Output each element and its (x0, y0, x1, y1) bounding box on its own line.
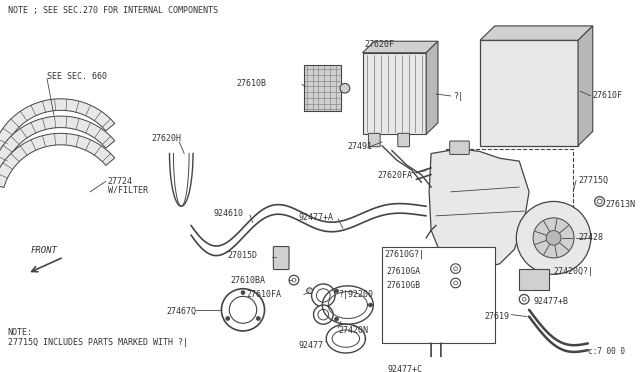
Circle shape (454, 281, 458, 285)
Circle shape (451, 278, 461, 288)
Circle shape (533, 218, 574, 258)
Text: 27620FA: 27620FA (377, 171, 412, 180)
Circle shape (256, 317, 260, 320)
Text: 27610F: 27610F (593, 91, 623, 100)
Text: 27610B: 27610B (237, 78, 266, 88)
Circle shape (369, 303, 372, 307)
Text: ?|92200: ?|92200 (338, 290, 373, 299)
Circle shape (451, 264, 461, 273)
Text: 27491: 27491 (348, 142, 373, 151)
FancyBboxPatch shape (273, 247, 289, 270)
Circle shape (335, 289, 339, 293)
Text: 27610FA: 27610FA (247, 290, 282, 299)
Text: 27420Q?|: 27420Q?| (554, 267, 593, 276)
Circle shape (522, 297, 526, 301)
Circle shape (307, 288, 312, 294)
Circle shape (595, 197, 605, 206)
Circle shape (316, 289, 330, 302)
Text: 27620F: 27620F (364, 40, 394, 49)
Text: 27428: 27428 (578, 233, 603, 242)
Text: 924610: 924610 (214, 209, 244, 218)
Circle shape (289, 275, 299, 285)
Polygon shape (426, 41, 438, 134)
Text: 27610BA: 27610BA (230, 276, 265, 285)
Circle shape (516, 202, 591, 274)
Circle shape (597, 199, 602, 204)
Text: 27610GB: 27610GB (386, 281, 420, 290)
Text: 27610G?|: 27610G?| (384, 250, 424, 259)
Text: 27015D: 27015D (227, 251, 257, 260)
Text: 27715Q INCLUDES PARTS MARKED WITH ?|: 27715Q INCLUDES PARTS MARKED WITH ?| (8, 338, 188, 347)
Circle shape (335, 317, 339, 321)
Circle shape (226, 317, 230, 320)
FancyBboxPatch shape (362, 53, 426, 134)
Circle shape (318, 310, 329, 320)
FancyBboxPatch shape (382, 247, 495, 343)
Circle shape (221, 289, 264, 331)
Circle shape (229, 296, 257, 323)
Text: ?|: ?| (452, 92, 463, 101)
Text: SEE SEC. 660: SEE SEC. 660 (47, 72, 107, 81)
Circle shape (546, 231, 561, 245)
Circle shape (519, 295, 529, 304)
Text: 27620H: 27620H (152, 134, 182, 143)
Text: 27715Q: 27715Q (578, 176, 608, 185)
Polygon shape (0, 116, 115, 170)
Polygon shape (429, 149, 529, 269)
Polygon shape (0, 99, 115, 153)
FancyBboxPatch shape (519, 269, 548, 290)
FancyBboxPatch shape (369, 133, 380, 147)
Text: 92477+A: 92477+A (299, 213, 334, 222)
Circle shape (292, 278, 296, 282)
Text: c:7 00 0: c:7 00 0 (588, 347, 625, 356)
Polygon shape (362, 41, 438, 53)
Circle shape (314, 305, 333, 324)
Text: 27724: 27724 (108, 177, 132, 186)
Text: 92477+B: 92477+B (534, 297, 569, 307)
FancyBboxPatch shape (398, 133, 410, 147)
Text: W/FILTER: W/FILTER (108, 185, 148, 194)
Text: 92477: 92477 (298, 341, 323, 350)
Polygon shape (578, 26, 593, 146)
Text: 27613N: 27613N (605, 199, 636, 209)
Text: 92477+C: 92477+C (387, 365, 422, 372)
Text: 27420N: 27420N (338, 326, 368, 335)
Polygon shape (0, 133, 115, 187)
Circle shape (241, 291, 245, 295)
Polygon shape (480, 26, 593, 40)
Text: 27619: 27619 (484, 312, 509, 321)
Text: NOTE ; SEE SEC.270 FOR INTERNAL COMPONENTS: NOTE ; SEE SEC.270 FOR INTERNAL COMPONEN… (8, 6, 218, 15)
FancyBboxPatch shape (480, 40, 578, 146)
FancyBboxPatch shape (304, 65, 341, 111)
Text: FRONT: FRONT (31, 246, 58, 254)
Circle shape (312, 284, 335, 307)
Text: 27467Q: 27467Q (166, 307, 196, 316)
Circle shape (340, 83, 350, 93)
Text: NOTE:: NOTE: (8, 328, 33, 337)
Text: 27610GA: 27610GA (386, 267, 420, 276)
Circle shape (454, 267, 458, 270)
FancyBboxPatch shape (450, 141, 469, 154)
